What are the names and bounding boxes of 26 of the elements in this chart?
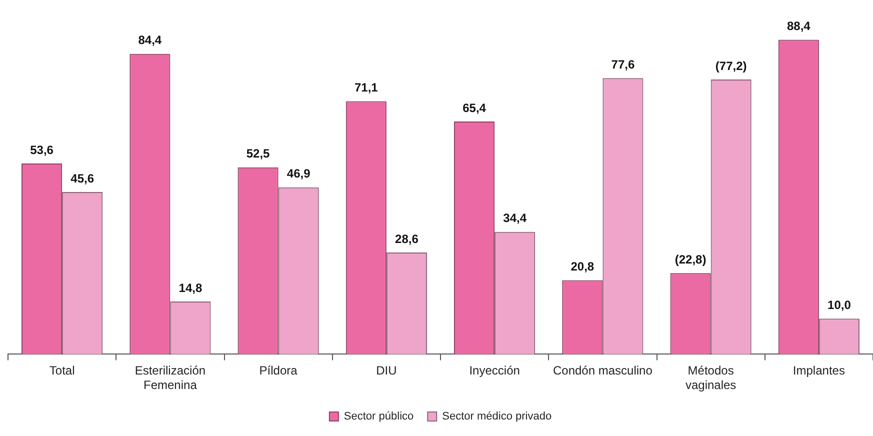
- data-label: 28,6: [395, 232, 419, 246]
- legend-label: Sector médico privado: [442, 410, 552, 423]
- x-tick-label: Total: [49, 364, 75, 378]
- x-tick-label: Implantes: [792, 364, 845, 378]
- data-label: 45,6: [70, 171, 94, 186]
- data-label: 10,0: [828, 298, 852, 312]
- data-label: 77,6: [611, 57, 635, 72]
- data-label: 46,9: [286, 166, 311, 181]
- data-label: 71,1: [354, 80, 378, 95]
- data-label: 53,6: [30, 142, 54, 157]
- data-label: (77,2): [715, 58, 747, 73]
- x-tick-label: DIU: [376, 364, 397, 378]
- legend-label: Sector público: [344, 410, 414, 423]
- data-label: 84,4: [138, 33, 162, 48]
- x-tick-label: Píldora: [259, 364, 298, 378]
- data-label: 88,4: [786, 19, 811, 34]
- data-label: 20,8: [570, 260, 594, 274]
- data-label: 65,4: [462, 100, 486, 115]
- x-tick-label: Inyección: [469, 364, 520, 378]
- data-label: 34,4: [503, 211, 527, 226]
- data-label: 14,8: [178, 280, 202, 295]
- data-label: 52,5: [246, 146, 270, 161]
- x-tick-label: Esterilización Femenina: [134, 364, 206, 392]
- x-tick-label: Métodos vaginales: [685, 364, 736, 392]
- data-label: (22,8): [674, 252, 706, 266]
- x-tick-label: Condón masculino: [552, 364, 653, 378]
